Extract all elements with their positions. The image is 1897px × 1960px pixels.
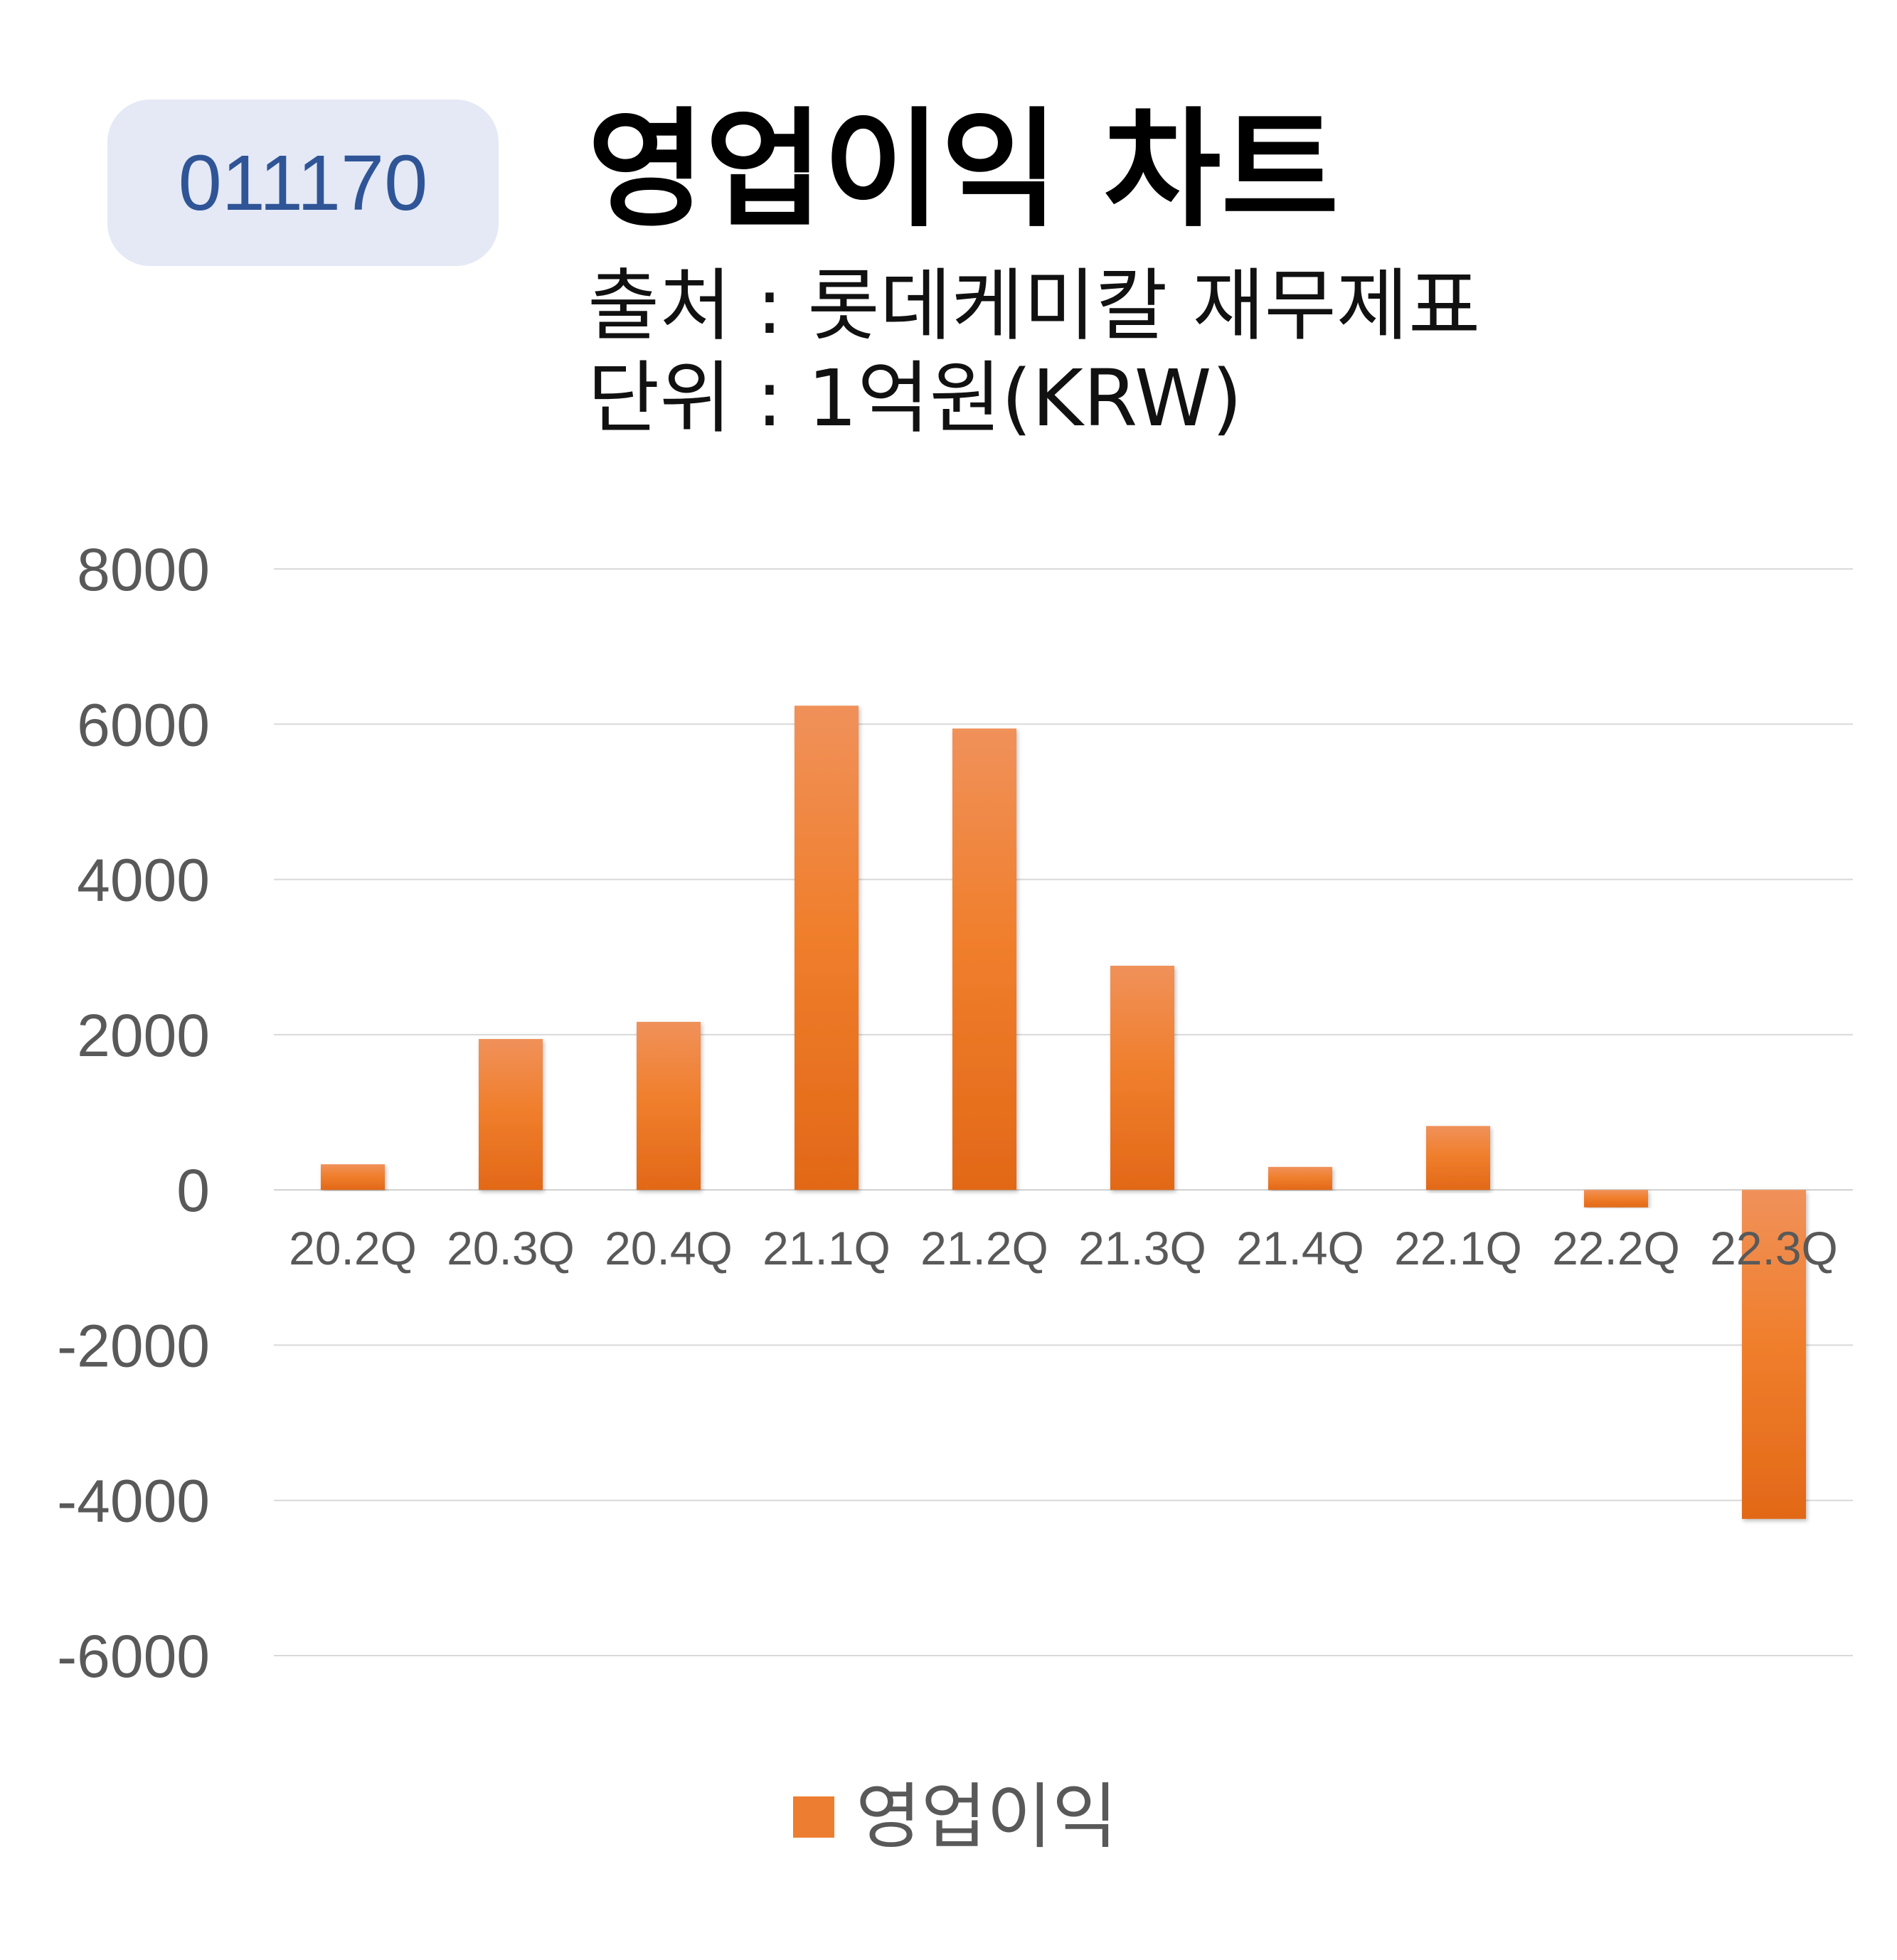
grid-lines (274, 568, 1853, 1656)
stock-code-badge: 011170 (107, 100, 499, 266)
x-category-label: 21.2Q (920, 1222, 1048, 1274)
y-tick-label: 6000 (77, 691, 210, 758)
bar-21.4Q (1268, 1166, 1332, 1191)
legend-label: 영업이익 (856, 1775, 1117, 1858)
bar-22.2Q (1584, 1190, 1648, 1208)
x-category-label: 20.4Q (605, 1222, 733, 1274)
bar-20.2Q (321, 1164, 385, 1191)
bar-22.1Q (1426, 1126, 1490, 1191)
unit-label: 단위 : 1억원(KRW) (588, 353, 1243, 444)
x-category-label: 20.3Q (447, 1222, 575, 1274)
bar-20.3Q (479, 1038, 543, 1191)
x-axis: 20.2Q 20.3Q 20.4Q 21.1Q 21.2Q 21.3Q 21.4Q 22.1Q… (289, 1222, 1838, 1274)
y-tick-label: 8000 (77, 536, 210, 603)
x-category-label: 22.2Q (1552, 1222, 1680, 1274)
chart-title: 영업이익 차트 (588, 96, 1339, 245)
legend: 영업이익 (793, 1774, 1117, 1860)
bars (321, 705, 1806, 1519)
bar-21.2Q (952, 728, 1016, 1191)
bar-22.3Q (1742, 1190, 1806, 1519)
y-tick-label: 2000 (77, 1002, 210, 1069)
source-label: 출처 : 롯데케미칼 재무제표 (588, 260, 1481, 351)
bar-21.1Q (795, 705, 859, 1191)
bar-20.4Q (637, 1021, 701, 1191)
y-tick-label: -6000 (57, 1623, 210, 1690)
y-tick-label: 0 (176, 1157, 210, 1224)
y-tick-label: 4000 (77, 847, 210, 914)
legend-swatch (793, 1796, 834, 1838)
x-category-label: 22.3Q (1710, 1222, 1838, 1274)
x-category-label: 21.3Q (1078, 1222, 1206, 1274)
y-tick-label: -4000 (57, 1468, 210, 1535)
bar-21.3Q (1110, 965, 1174, 1191)
y-axis: 8000 6000 4000 2000 0 -2000 -4000 -6000 (57, 536, 210, 1690)
x-category-label: 21.1Q (762, 1222, 891, 1274)
x-category-label: 22.1Q (1394, 1222, 1522, 1274)
x-category-label: 21.4Q (1236, 1222, 1364, 1274)
y-tick-label: -2000 (57, 1312, 210, 1379)
x-category-label: 20.2Q (289, 1222, 417, 1274)
